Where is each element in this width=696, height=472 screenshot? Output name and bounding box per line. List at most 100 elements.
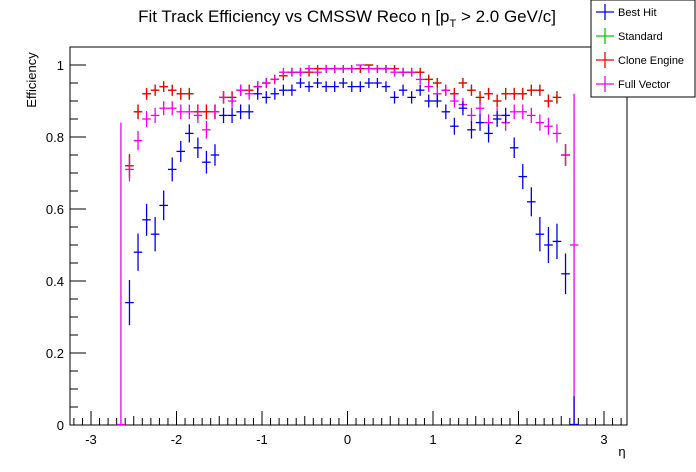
data-point [321,65,331,73]
data-point [236,84,245,96]
data-point [202,121,211,139]
data-point [227,107,237,124]
data-point [227,94,237,108]
x-tick-label: -3 [85,432,97,447]
data-point [450,94,459,108]
data-point [458,101,468,116]
data-point [159,101,168,116]
data-point [424,94,433,108]
data-point [133,104,143,120]
data-point [159,190,168,221]
data-point [185,124,194,143]
data-point [467,107,476,124]
legend-item: Standard [596,28,663,44]
data-point [262,91,271,104]
x-axis-label: η [618,444,625,459]
data-point [484,87,493,100]
data-point [304,65,314,73]
data-point [433,77,442,89]
legend-label: Full Vector [618,79,670,91]
data-point [544,94,553,108]
data-point [167,101,177,116]
data-point [185,87,194,100]
data-point [415,84,425,96]
data-point [509,137,519,159]
axes: -3 -2 -1 0 1 2 3 0 0.2 0.4 0.6 0.8 1 [46,58,622,447]
x-tick-label: 3 [600,432,607,447]
data-point [356,81,365,92]
data-point [330,65,339,73]
data-point [296,67,305,77]
data-point [544,117,553,135]
data-point [390,91,399,104]
data-point [364,77,374,89]
data-point [150,84,160,96]
x-tick-label: 2 [515,432,522,447]
data-point [518,104,528,120]
data-point [373,65,382,73]
data-point [338,65,348,73]
data-point [552,124,562,143]
data-point [390,67,399,77]
data-point [347,81,357,92]
data-point [202,104,211,120]
series-clone-engine [125,64,570,178]
data-point [287,67,297,77]
data-point [142,111,151,127]
data-point [527,84,536,96]
data-point [262,77,271,89]
data-point [527,107,536,124]
data-point [150,107,160,124]
data-point [450,117,459,135]
x-tick-label: 1 [429,432,436,447]
data-point [210,144,220,166]
data-point [535,84,545,96]
title-main: Fit Track Efficiency vs CMSSW Reco η [p [138,7,449,26]
data-point [219,107,228,124]
data-point [415,74,425,85]
data-point [176,140,186,162]
data-point [501,107,510,124]
data-point [167,157,177,182]
x-tick-label: 0 [344,432,351,447]
data-point [544,227,553,263]
data-point [253,87,262,100]
data-point [509,104,519,120]
y-tick-label: 0.2 [46,346,64,361]
data-point [193,107,203,124]
data-point [364,65,374,73]
data-point [193,137,203,159]
data-point [527,187,536,217]
data-point [279,84,288,96]
data-point [492,94,502,108]
data-point [219,91,228,104]
data-point [270,87,280,100]
data-point [407,91,416,104]
plot-frame [69,46,628,426]
data-point [381,81,391,92]
data-point [407,67,416,77]
data-point [150,217,160,252]
legend-label: Best Hit [618,7,657,19]
data-point [381,65,391,73]
data-point [142,203,151,236]
legend-item: Full Vector [596,76,670,92]
data-point [270,74,280,85]
legend-box [590,0,696,98]
data-point [441,84,451,96]
data-point [518,87,528,100]
data-point [535,114,545,131]
data-point [518,164,528,190]
edge-data-point [116,122,126,426]
x-tick-label: -1 [256,432,268,447]
data-point [561,144,570,166]
data-point [475,114,485,131]
data-point [398,67,408,77]
data-point [458,77,468,89]
legend: Best Hit Standard Clone Engine Full Vector [590,0,696,98]
data-point [467,84,476,96]
legend-label: Clone Engine [618,55,684,67]
data-point [467,121,476,139]
data-point [125,157,134,182]
